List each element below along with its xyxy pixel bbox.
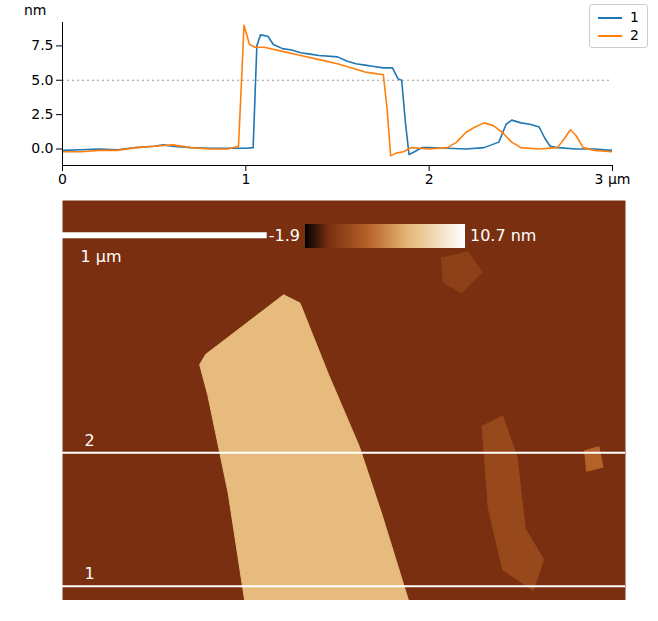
svg-text:0: 0 [58,171,67,187]
svg-text:1 μm: 1 μm [81,247,122,266]
svg-text:2.5: 2.5 [31,106,53,122]
svg-text:2: 2 [425,171,434,187]
svg-text:2: 2 [85,431,95,450]
svg-text:3 μm: 3 μm [595,171,631,187]
html-text:1: 1 [630,9,639,25]
svg-text:5.0: 5.0 [31,72,53,88]
html-text:10.7 nm: 10.7 nm [470,226,537,245]
svg-text:1: 1 [85,564,95,583]
html-text:nm: nm [24,2,47,18]
svg-text:0.0: 0.0 [31,140,53,156]
svg-text:1: 1 [241,171,250,187]
html-text:2: 2 [630,27,639,43]
svg-text:7.5: 7.5 [31,37,53,53]
html-text:-1.9: -1.9 [268,226,300,245]
